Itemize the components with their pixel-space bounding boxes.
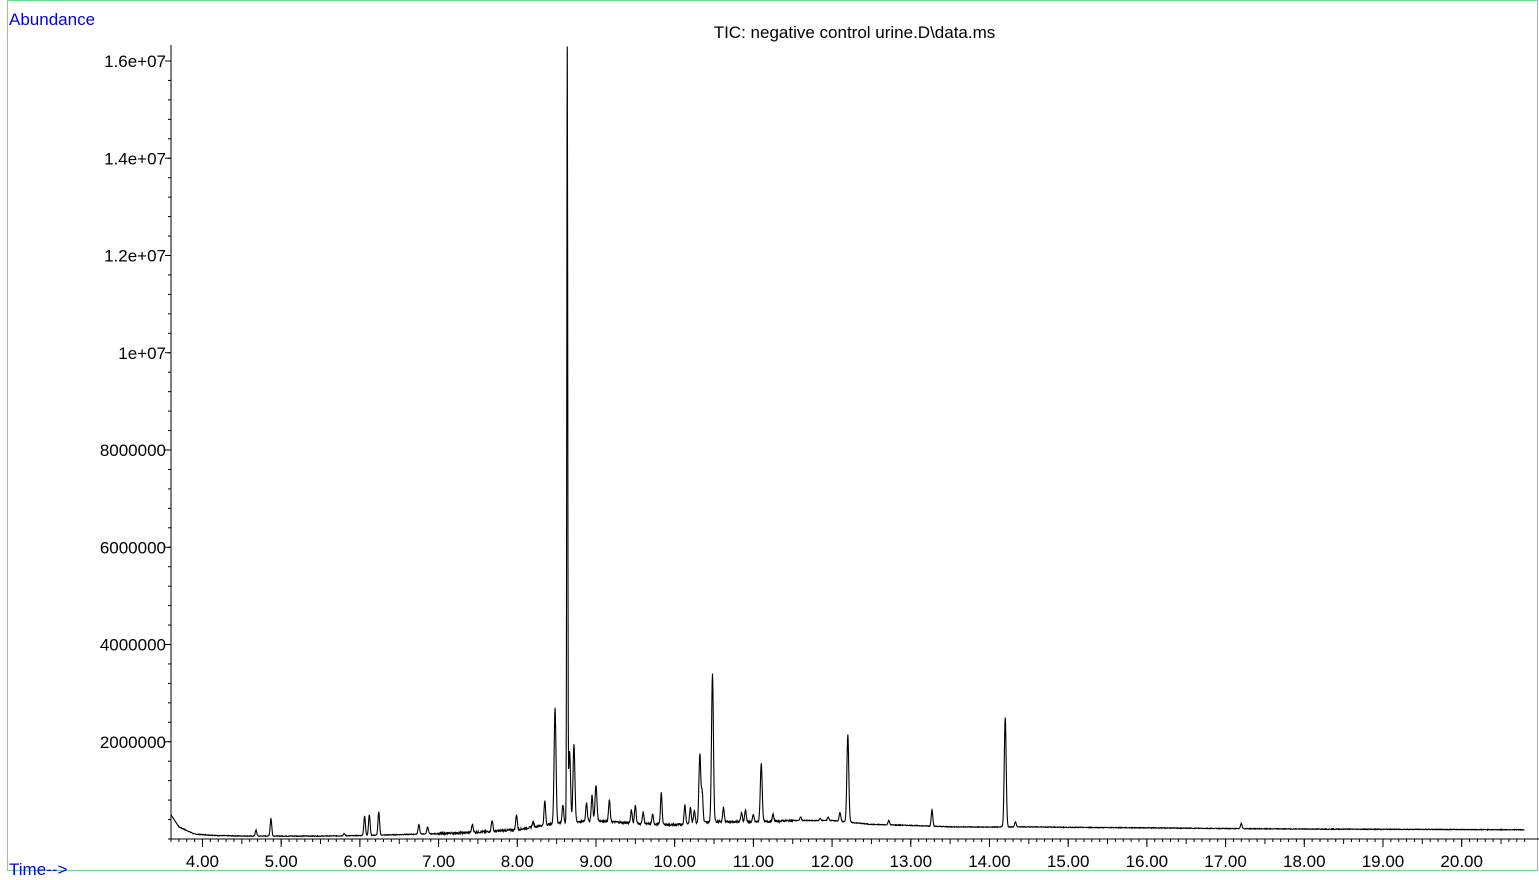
y-tick-label: 6000000 <box>100 538 166 557</box>
y-tick-label: 1.6e+07 <box>104 52 166 71</box>
axes-group: 2000000 4000000 6000000 8000000 1e+07 1.2e+07… <box>100 45 1539 871</box>
x-tick-label: 16.00 <box>1126 852 1169 871</box>
x-tick-label: 14.00 <box>968 852 1011 871</box>
x-tick-label: 18.00 <box>1283 852 1326 871</box>
chart-title: TIC: negative control urine.D\data.ms <box>713 23 996 42</box>
x-tick-label: 13.00 <box>890 852 933 871</box>
y-tick-label: 2000000 <box>100 733 166 752</box>
x-tick-label: 15.00 <box>1047 852 1090 871</box>
y-tick-label: 4000000 <box>100 636 166 655</box>
y-axis-label: Abundance <box>9 10 96 29</box>
x-tick-label: 7.00 <box>422 852 455 871</box>
y-tick-label: 1.4e+07 <box>104 149 166 168</box>
x-tick-label: 11.00 <box>733 852 774 871</box>
tic-trace <box>170 46 1525 838</box>
y-tick-label: 1e+07 <box>118 344 166 363</box>
x-tick-label: 4.00 <box>186 852 219 871</box>
x-tick-label: 8.00 <box>501 852 534 871</box>
x-tick-label: 10.00 <box>653 852 696 871</box>
plot-frame <box>7 0 1538 871</box>
x-tick-label: 17.00 <box>1204 852 1247 871</box>
x-tick-label: 6.00 <box>343 852 376 871</box>
x-tick-label: 20.00 <box>1440 852 1483 871</box>
x-tick-label: 19.00 <box>1362 852 1405 871</box>
x-tick-label: 12.00 <box>811 852 854 871</box>
trace-group <box>170 46 1525 838</box>
y-tick-label: 1.2e+07 <box>104 247 166 266</box>
x-tick-label: 5.00 <box>265 852 298 871</box>
x-tick-label: 9.00 <box>579 852 612 871</box>
y-tick-label: 8000000 <box>100 441 166 460</box>
